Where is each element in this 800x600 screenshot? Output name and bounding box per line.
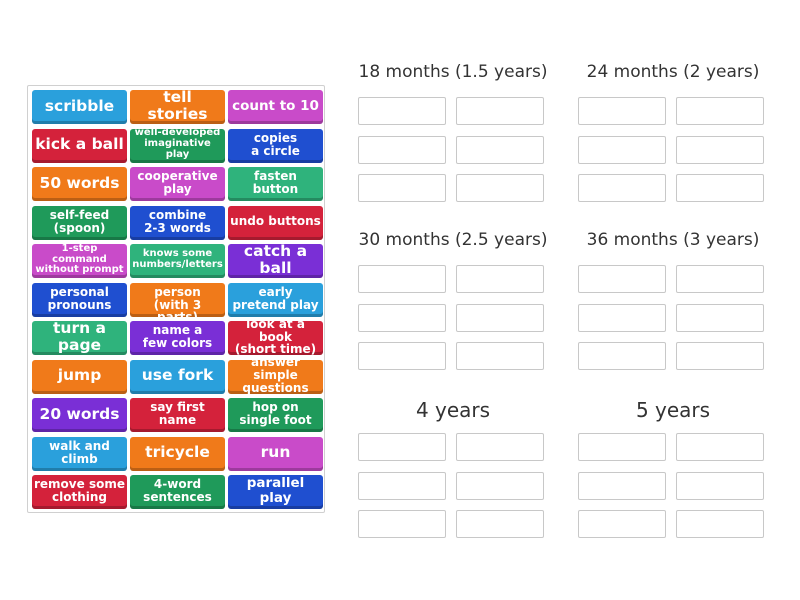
drop-slot[interactable] [578, 303, 666, 332]
drop-slot[interactable] [456, 342, 544, 370]
drop-slot[interactable] [676, 97, 764, 125]
drop-slot[interactable] [676, 135, 764, 164]
draggable-tile[interactable]: use fork [130, 359, 225, 394]
draggable-tile[interactable]: knows some numbers/letters [130, 244, 225, 278]
draggable-tile[interactable]: combine 2-3 words [130, 205, 225, 240]
draggable-tile[interactable]: well-developed imaginative play [130, 128, 225, 163]
group-title: 4 years [415, 398, 491, 422]
drop-slot[interactable] [358, 135, 446, 164]
draggable-tile[interactable]: personal pronouns [32, 282, 127, 317]
draggable-tile[interactable]: walk and climb [32, 436, 127, 471]
draggable-tile[interactable]: remove some clothing [32, 475, 127, 509]
group-title: 5 years [635, 398, 711, 422]
drop-slot[interactable] [676, 510, 764, 538]
draggable-tile[interactable]: scribble [32, 90, 127, 124]
tile-grid: scribble tell stories count to 10 kick a ba… [32, 90, 323, 509]
drop-group: 24 months (2 years) [568, 60, 788, 210]
draggable-tile[interactable]: tell stories [130, 90, 225, 124]
draggable-tile[interactable]: catch a ball [228, 244, 323, 278]
group-title: 30 months (2.5 years) [358, 230, 548, 250]
draggable-tile[interactable]: 1-step command without prompt [32, 244, 127, 278]
draggable-tile[interactable]: look at a book (short time) [228, 321, 323, 355]
drop-slot[interactable] [358, 265, 446, 293]
draggable-tile[interactable]: 20 words [32, 398, 127, 432]
drop-group: 30 months (2.5 years) [348, 228, 568, 378]
group-title: 24 months (2 years) [586, 62, 760, 82]
drop-slot[interactable] [456, 135, 544, 164]
drop-slot[interactable] [676, 303, 764, 332]
drop-slot[interactable] [578, 510, 666, 538]
draggable-tile[interactable]: count to 10 [228, 90, 323, 124]
drop-slot[interactable] [676, 342, 764, 370]
draggable-tile[interactable]: 4-word sentences [130, 475, 225, 509]
drop-slot[interactable] [676, 174, 764, 202]
drop-slot[interactable] [456, 97, 544, 125]
drop-slot[interactable] [578, 471, 666, 500]
draggable-tile[interactable]: draw a person (with 3 parts) [130, 282, 225, 317]
draggable-tile[interactable]: fasten button [228, 167, 323, 201]
draggable-tile[interactable]: tricycle [130, 436, 225, 471]
draggable-tile[interactable]: copies a circle [228, 128, 323, 163]
drop-slot[interactable] [358, 433, 446, 461]
drop-group: 5 years [568, 396, 788, 546]
draggable-tile[interactable]: turn a page [32, 321, 127, 355]
draggable-tile[interactable]: hop on single foot [228, 398, 323, 432]
drop-slot[interactable] [358, 97, 446, 125]
drop-slot[interactable] [358, 342, 446, 370]
draggable-tile[interactable]: 50 words [32, 167, 127, 201]
drop-slot[interactable] [456, 303, 544, 332]
drop-group: 18 months (1.5 years) [348, 60, 568, 210]
drop-slot[interactable] [358, 303, 446, 332]
drop-slot[interactable] [456, 510, 544, 538]
drop-slot[interactable] [456, 265, 544, 293]
drop-slot[interactable] [358, 174, 446, 202]
draggable-tile[interactable]: undo buttons [228, 205, 323, 240]
draggable-tile[interactable]: kick a ball [32, 128, 127, 163]
drop-slot[interactable] [456, 433, 544, 461]
draggable-tile[interactable]: name a few colors [130, 321, 225, 355]
drop-slot[interactable] [578, 135, 666, 164]
draggable-tile[interactable]: parallel play [228, 475, 323, 509]
drop-slot[interactable] [578, 433, 666, 461]
drop-slot[interactable] [456, 471, 544, 500]
draggable-tile[interactable]: answer simple questions [228, 359, 323, 394]
drop-slot[interactable] [358, 510, 446, 538]
drop-slot[interactable] [456, 174, 544, 202]
group-title: 36 months (3 years) [586, 230, 760, 250]
drop-slot[interactable] [578, 265, 666, 293]
drop-slot[interactable] [358, 471, 446, 500]
drop-group: 4 years [348, 396, 568, 546]
draggable-tile[interactable]: cooperative play [130, 167, 225, 201]
draggable-tile[interactable]: say first name [130, 398, 225, 432]
drop-slot[interactable] [578, 97, 666, 125]
tile-bank: scribble tell stories count to 10 kick a ba… [27, 85, 325, 513]
drop-slot[interactable] [578, 174, 666, 202]
drop-group: 36 months (3 years) [568, 228, 788, 378]
draggable-tile[interactable]: run [228, 436, 323, 471]
draggable-tile[interactable]: early pretend play [228, 282, 323, 317]
drop-slot[interactable] [578, 342, 666, 370]
group-title: 18 months (1.5 years) [358, 62, 548, 82]
draggable-tile[interactable]: self-feed (spoon) [32, 205, 127, 240]
drop-slot[interactable] [676, 471, 764, 500]
drop-slot[interactable] [676, 433, 764, 461]
drop-slot[interactable] [676, 265, 764, 293]
draggable-tile[interactable]: jump [32, 359, 127, 394]
